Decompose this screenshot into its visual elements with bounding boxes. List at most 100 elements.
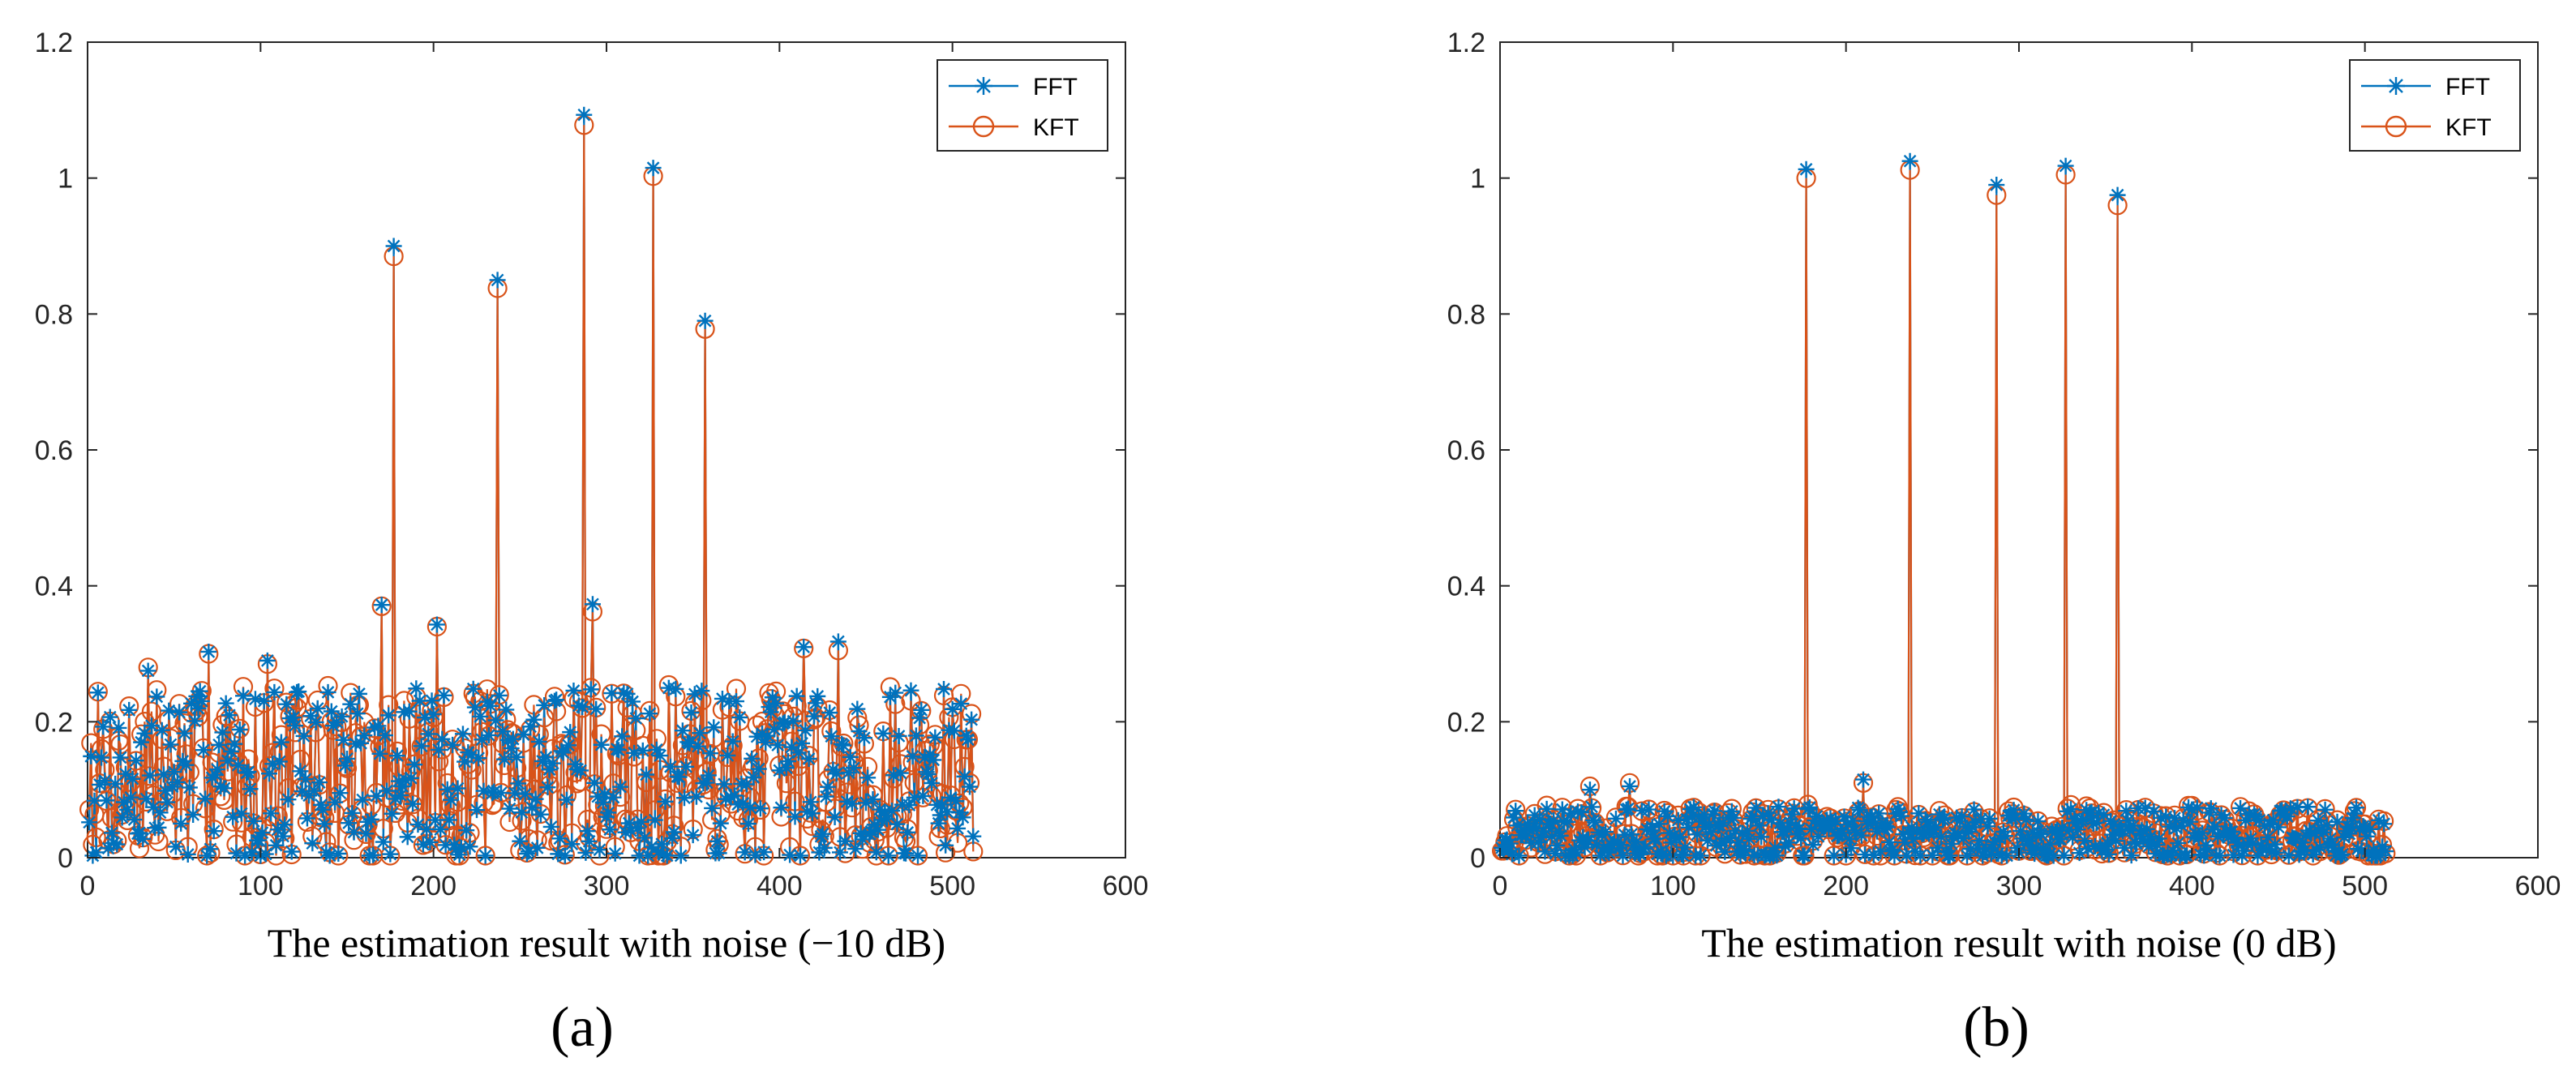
fft-point [2124, 817, 2141, 834]
fft-point [1801, 799, 1818, 816]
fft-point [756, 844, 773, 861]
fft-point [503, 740, 520, 757]
legend-label-kft: KFT [1033, 114, 1079, 141]
fft-point [290, 683, 307, 700]
fft-point [101, 709, 118, 726]
fft-point [2329, 813, 2346, 830]
fft-point [628, 710, 645, 727]
fft-point [135, 830, 152, 847]
legend-marker-kft [2385, 115, 2407, 138]
fft-point [835, 737, 852, 754]
fft-point [598, 808, 615, 825]
fft-point [892, 764, 909, 781]
fft-point [617, 824, 634, 841]
x-axis-label-a: The estimation result with noise (−10 dB… [268, 920, 945, 966]
fft-point [852, 824, 869, 841]
fft-point [1545, 811, 1562, 829]
fft-point [864, 791, 881, 808]
fft-point [2280, 847, 2297, 864]
fft-point [463, 747, 480, 764]
fft-point [496, 751, 513, 768]
fft-point [1822, 810, 1839, 827]
fft-point [536, 696, 553, 713]
fft-point [406, 756, 423, 773]
fft-point [354, 791, 371, 808]
fft-point [223, 743, 240, 760]
fft-point [1905, 831, 1922, 848]
fft-point [420, 726, 437, 743]
fft-point [821, 704, 838, 721]
fft-point [762, 704, 779, 721]
fft-point [229, 756, 246, 773]
fft-point [1763, 811, 1780, 829]
fft-point [855, 730, 872, 747]
fft-point [606, 845, 624, 862]
fft-point [722, 789, 739, 806]
fft-point [2014, 830, 2031, 847]
fft-point [83, 747, 100, 764]
fft-point [178, 756, 195, 773]
fft-point [190, 700, 207, 717]
legend-box [937, 59, 1108, 152]
fft-point [2228, 834, 2245, 851]
fft-point [2225, 846, 2242, 863]
fft-point [759, 727, 776, 744]
fft-point [1965, 801, 1982, 818]
fft-point [405, 795, 422, 812]
fft-point [2377, 843, 2394, 860]
fft-point [245, 812, 262, 829]
fft-point [958, 727, 975, 744]
fft-point [690, 738, 707, 755]
fft-point [332, 785, 349, 802]
fft-point [2196, 847, 2213, 864]
fft-point [195, 742, 212, 759]
fft-point [1970, 833, 1987, 850]
fft-point [255, 692, 272, 709]
fft-point [313, 796, 329, 813]
fft-point [889, 816, 906, 833]
fft-point [1588, 836, 1605, 853]
fft-point [742, 799, 759, 816]
legend-label-kft: KFT [2445, 114, 2492, 141]
fft-point [339, 750, 355, 767]
fft-point [567, 756, 584, 773]
chart-marks-a [79, 106, 984, 866]
fft-point [165, 764, 182, 781]
fft-point [1744, 807, 1761, 824]
x-tick-label: 600 [2515, 871, 2561, 901]
fft-point [878, 811, 895, 828]
fft-point [1579, 833, 1597, 850]
chart-panel-a: 0 100 200 300 400 500 600 0 0.2 0.4 0.6 0.8 1 1.2 The… [35, 28, 1149, 1059]
fft-point [349, 705, 366, 722]
fft-point [610, 742, 627, 759]
fft-point [2270, 819, 2287, 836]
fft-point [2260, 829, 2277, 846]
fft-point [2376, 816, 2393, 833]
fft-point [268, 837, 285, 854]
fft-point [454, 726, 471, 743]
fft-point [588, 700, 605, 717]
fft-point [697, 312, 714, 329]
x-tick-label: 300 [584, 871, 630, 901]
fft-point [495, 723, 511, 740]
fft-point [949, 820, 967, 837]
fft-point [1656, 803, 1673, 820]
fft-point [1689, 826, 1706, 843]
fft-point [1892, 807, 1909, 824]
fft-point [544, 755, 561, 772]
fft-point [2362, 820, 2379, 837]
fft-point [2057, 157, 2074, 174]
fft-point [768, 695, 785, 712]
fft-point [2210, 829, 2227, 846]
fft-point [937, 837, 954, 854]
fft-point [666, 824, 683, 841]
fft-point [382, 846, 399, 863]
fft-point [148, 688, 165, 705]
fft-point [791, 847, 808, 864]
kft-point [958, 730, 979, 750]
fft-point [237, 847, 254, 864]
fft-point [826, 808, 843, 825]
fft-point [199, 847, 216, 864]
fft-point [2162, 847, 2180, 864]
